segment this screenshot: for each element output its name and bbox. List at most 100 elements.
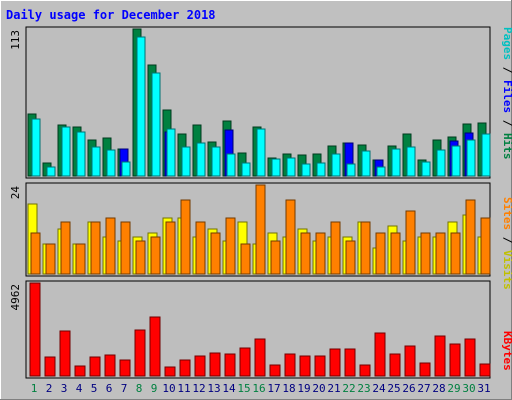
hits-panel-pages-bar-10 [166,128,176,177]
visits-panel-sites-bar-7 [120,221,131,275]
hits-panel-pages-bar-11 [181,146,191,177]
visits-panel-sites-bar-25 [390,232,401,275]
hits-panel-pages-bar-13 [211,146,221,177]
visits-panel-sites-bar-22 [345,240,356,275]
kbytes-panel-kbytes-bar-9 [149,316,161,377]
x-tick-label-13: 13 [207,382,220,395]
x-tick-label-4: 4 [76,382,83,395]
x-tick-label-12: 12 [192,382,205,395]
hits-panel-pages-bar-21 [331,153,341,177]
kbytes-panel-kbytes-bar-29 [449,343,461,377]
visits-panel-sites-bar-10 [165,221,176,275]
x-tick-label-25: 25 [387,382,400,395]
kbytes-panel-kbytes-bar-22 [344,348,356,377]
kbytes-panel-kbytes-bar-19 [299,355,311,377]
kbytes-panel-kbytes-bar-5 [89,356,101,377]
hits-panel-legend: Pages / Files / Hits [501,27,512,160]
kbytes-panel-kbytes-bar-6 [104,354,116,377]
kbytes-panel-max-label: 4962 [9,284,22,311]
kbytes-panel-kbytes-bar-1 [29,282,41,377]
legend-sep-2: / [501,113,512,133]
kbytes-panel-kbytes-bar-16 [254,338,266,377]
hits-panel-pages-bar-29 [451,145,461,177]
x-tick-label-2: 2 [46,382,53,395]
legend-sep-3: / [501,230,512,250]
hits-panel-pages-bar-15 [241,162,251,177]
visits-panel-sites-bar-6 [105,217,116,275]
visits-max-label: 24 [9,186,22,200]
x-tick-label-16: 16 [252,382,265,395]
x-tick-label-26: 26 [402,382,415,395]
x-tick-label-3: 3 [61,382,68,395]
x-tick-label-6: 6 [106,382,113,395]
x-tick-label-28: 28 [432,382,445,395]
x-tick-label-15: 15 [237,382,250,395]
visits-panel-sites-bar-26 [405,210,416,275]
legend-sep-1: / [501,60,512,80]
visits-panel-sites-bar-11 [180,199,191,275]
x-tick-label-31: 31 [477,382,490,395]
legend-hits: Hits [501,133,512,160]
kbytes-panel-kbytes-bar-15 [239,347,251,377]
visits-panel-sites-bar-29 [450,232,461,275]
kbytes-panel-kbytes-bar-17 [269,364,281,377]
hits-panel-pages-bar-26 [406,146,416,177]
hits-panel-pages-bar-2 [46,166,56,177]
visits-panel-sites-bar-20 [315,232,326,275]
hits-panel-pages-bar-18 [286,157,296,177]
visits-panel-sites-bar-21 [330,221,341,275]
kbytes-panel-kbytes-bar-28 [434,335,446,377]
visits-panel-sites-bar-2 [45,243,56,275]
kbytes-panel-kbytes-bar-12 [194,355,206,377]
hits-panel-pages-bar-19 [301,163,311,177]
visits-panel-sites-bar-13 [210,232,221,275]
hits-panel-pages-bar-12 [196,142,206,177]
x-tick-label-7: 7 [121,382,128,395]
kbytes-panel-kbytes-bar-27 [419,362,431,377]
x-tick-label-21: 21 [327,382,340,395]
legend-sites: Sites [501,197,512,230]
x-tick-label-17: 17 [267,382,280,395]
visits-panel-sites-bar-16 [255,184,266,275]
kbytes-panel-kbytes-bar-8 [134,329,146,377]
visits-panel-sites-bar-3 [60,221,71,275]
kbytes-panel-kbytes-bar-7 [119,359,131,377]
visits-panel-sites-bar-24 [375,232,386,275]
hits-panel-pages-bar-14 [226,153,236,177]
kbytes-panel-kbytes-bar-21 [329,348,341,377]
kbytes-panel-kbytes-bar-23 [359,364,371,377]
visits-panel-sites-bar-30 [465,199,476,275]
hits-panel-pages-bar-30 [466,139,476,177]
visits-panel-sites-bar-15 [240,243,251,275]
x-tick-label-18: 18 [282,382,295,395]
kbytes-panel-kbytes-bar-4 [74,365,86,377]
x-tick-label-5: 5 [91,382,98,395]
hits-panel-pages-bar-24 [376,166,386,177]
visits-panel-sites-bar-8 [135,240,146,275]
kbytes-panel-kbytes-bar-3 [59,330,71,377]
hits-panel-pages-bar-3 [61,126,71,177]
x-axis-labels: 1 2 3 4 5 6 7 8 9 10 11 12 13 14 15 16 17 18 19 20 21 22 23 24 2… [31,382,491,395]
visits-panel-sites-bar-4 [75,243,86,275]
hits-panel-pages-bar-31 [481,133,491,177]
kbytes-panel-kbytes-bar-2 [44,356,56,377]
hits-max-label: 113 [9,30,22,50]
hits-panel-pages-bar-5 [91,146,101,177]
kbytes-panel-kbytes-bar-18 [284,353,296,377]
kbytes-panel-kbytes-bar-11 [179,359,191,377]
svg-text:Pages / Files / Hits: Pages / Files / Hits [501,27,512,160]
legend-kbytes: KBytes [501,331,512,371]
x-tick-label-1: 1 [31,382,38,395]
x-tick-label-27: 27 [417,382,430,395]
legend-pages: Pages [501,27,512,60]
kbytes-panel-kbytes-bar-30 [464,338,476,377]
kbytes-panel-kbytes-bar-25 [389,353,401,377]
visits-panel-sites-bar-1 [30,232,41,275]
hits-panel-pages-bar-7 [121,161,131,177]
chart-title: Daily usage for December 2018 [6,8,216,22]
visits-panel-sites-bar-23 [360,221,371,275]
x-tick-label-11: 11 [177,382,190,395]
visits-panel-legend: Sites / Visits [501,197,512,290]
hits-panel-pages-bar-8 [136,36,146,177]
